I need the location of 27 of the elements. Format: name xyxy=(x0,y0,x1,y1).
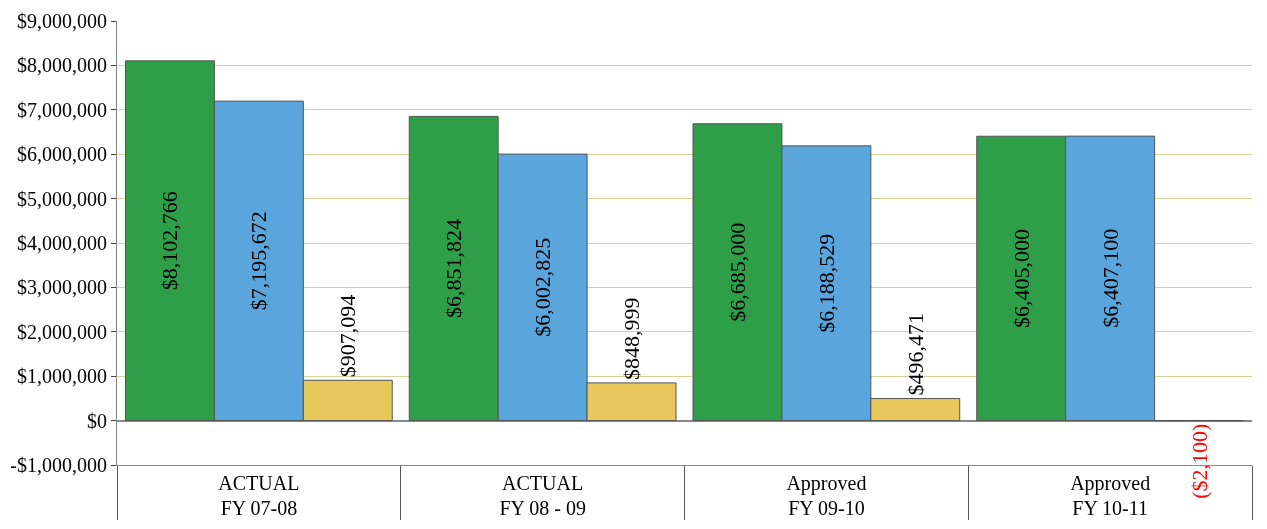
y-tick-label: $4,000,000 xyxy=(17,232,107,254)
y-tick-label: $6,000,000 xyxy=(17,143,107,166)
data-label: $907,094 xyxy=(335,294,361,378)
y-tick-label: $1,000,000 xyxy=(17,365,107,388)
data-label: $8,102,766 xyxy=(157,191,183,291)
data-label: $848,999 xyxy=(619,297,645,380)
category-label: ACTUAL FY 08 - 09 xyxy=(499,472,586,519)
y-tick-label: $0 xyxy=(87,409,107,432)
data-label: $6,407,100 xyxy=(1097,228,1123,328)
data-label: $6,188,529 xyxy=(813,233,839,333)
data-label: ($2,100) xyxy=(1186,423,1212,499)
y-tick-label: $2,000,000 xyxy=(17,320,107,343)
category-label: Approved FY 09-10 xyxy=(786,472,867,519)
data-label: $6,405,000 xyxy=(1008,228,1034,328)
y-tick-label: $5,000,000 xyxy=(17,187,107,210)
data-label: $6,851,824 xyxy=(441,218,467,318)
y-tick-label: -$1,000,000 xyxy=(10,454,107,476)
category-label: Approved FY 10-11 xyxy=(1070,472,1151,519)
category-label: ACTUAL FY 07-08 xyxy=(218,472,300,519)
y-tick-label: $7,000,000 xyxy=(17,98,107,121)
data-label: $6,002,825 xyxy=(530,237,556,337)
y-tick-label: $9,000,000 xyxy=(17,10,107,32)
y-tick-label: $8,000,000 xyxy=(17,54,107,77)
data-label: $7,195,672 xyxy=(246,211,272,311)
data-label: $6,685,000 xyxy=(724,222,750,322)
data-label: $496,471 xyxy=(902,313,928,396)
y-tick-label: $3,000,000 xyxy=(17,276,107,299)
